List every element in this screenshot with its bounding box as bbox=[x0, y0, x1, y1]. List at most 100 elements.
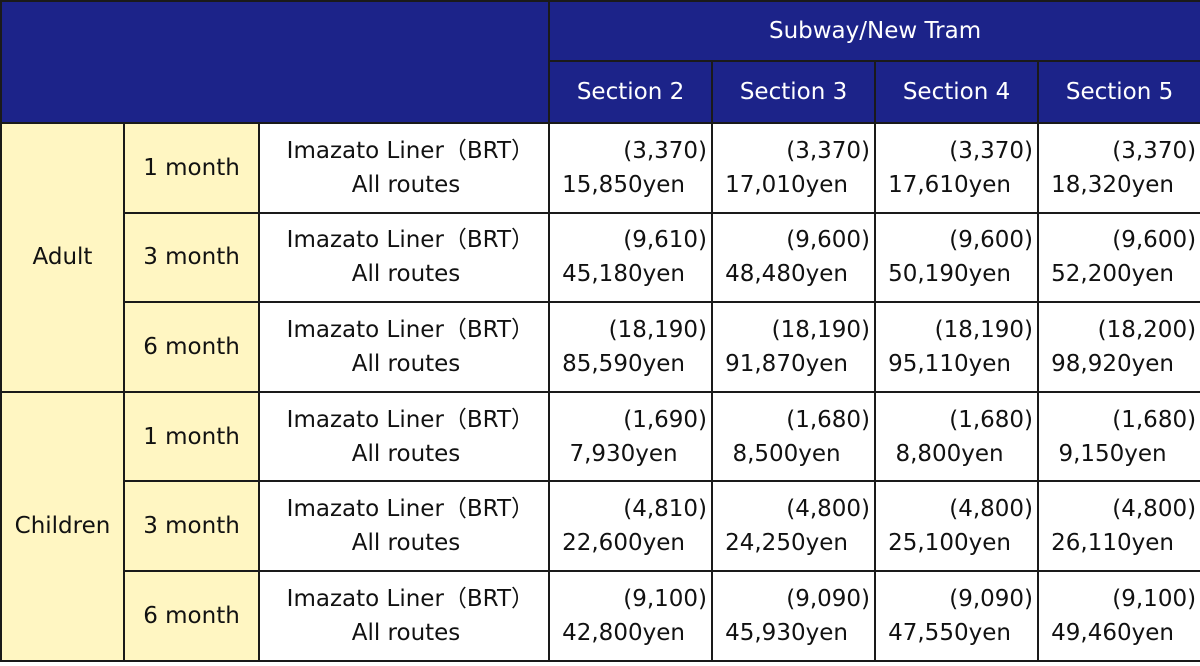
fare-cell: (9,600) 50,190yen bbox=[874, 211, 1040, 304]
fare-cell: (4,800) 25,100yen bbox=[874, 480, 1040, 572]
fare-price: 8,800yen bbox=[895, 440, 1004, 467]
table-row: 6 month Imazato Liner（BRT） All routes (18… bbox=[1, 301, 1200, 393]
fare-discount: (9,100) bbox=[623, 585, 708, 612]
fare-discount: (1,680) bbox=[786, 406, 871, 433]
fare-discount: (18,190) bbox=[771, 316, 871, 343]
route-name: Imazato Liner（BRT） bbox=[286, 227, 535, 254]
route-name: Imazato Liner（BRT） bbox=[286, 137, 535, 164]
fare-price: 91,870yen bbox=[725, 350, 848, 377]
fare-cell: (1,680) 8,800yen bbox=[874, 390, 1040, 483]
fare-cell: (9,100) 49,460yen bbox=[1037, 569, 1200, 662]
fare-cell: (4,800) 24,250yen bbox=[711, 480, 877, 572]
route-cell: Imazato Liner（BRT） All routes bbox=[257, 480, 551, 572]
fare-price: 26,110yen bbox=[1051, 530, 1174, 557]
route-scope: All routes bbox=[351, 261, 461, 288]
fare-price: 17,610yen bbox=[888, 171, 1011, 198]
fare-cell: (18,190) 91,870yen bbox=[711, 301, 877, 393]
fare-discount: (9,600) bbox=[786, 227, 871, 254]
fare-cell: (1,690) 7,930yen bbox=[548, 390, 714, 483]
fare-cell: (9,610) 45,180yen bbox=[548, 211, 714, 304]
duration-label: 6 month bbox=[123, 301, 260, 393]
fare-price: 49,460yen bbox=[1051, 619, 1174, 646]
route-name: Imazato Liner（BRT） bbox=[286, 406, 535, 433]
fare-price: 42,800yen bbox=[562, 619, 685, 646]
fare-price: 17,010yen bbox=[725, 171, 848, 198]
fare-discount: (3,370) bbox=[623, 137, 708, 164]
fare-cell: (18,190) 85,590yen bbox=[548, 301, 714, 393]
fare-discount: (1,690) bbox=[623, 406, 708, 433]
fare-cell: (1,680) 8,500yen bbox=[711, 390, 877, 483]
fare-discount: (4,800) bbox=[1112, 496, 1197, 523]
category-label: Adult bbox=[0, 122, 125, 393]
fare-cell: (3,370) 17,010yen bbox=[711, 122, 877, 214]
route-scope: All routes bbox=[351, 619, 461, 646]
fare-price: 25,100yen bbox=[888, 530, 1011, 557]
fare-cell: (9,100) 42,800yen bbox=[548, 569, 714, 662]
fare-price: 47,550yen bbox=[888, 619, 1011, 646]
fare-price: 95,110yen bbox=[888, 350, 1011, 377]
category-label: Children bbox=[0, 390, 125, 662]
fare-cell: (9,600) 52,200yen bbox=[1037, 211, 1200, 304]
fare-discount: (1,680) bbox=[1112, 406, 1197, 433]
fare-discount: (1,680) bbox=[949, 406, 1034, 433]
route-scope: All routes bbox=[351, 171, 461, 198]
route-cell: Imazato Liner（BRT） All routes bbox=[257, 569, 551, 662]
route-name: Imazato Liner（BRT） bbox=[286, 316, 535, 343]
route-scope: All routes bbox=[351, 440, 461, 467]
fare-discount: (18,200) bbox=[1097, 316, 1197, 343]
fare-cell: (1,680) 9,150yen bbox=[1037, 390, 1200, 483]
fare-cell: (18,190) 95,110yen bbox=[874, 301, 1040, 393]
fare-price: 24,250yen bbox=[725, 530, 848, 557]
fare-discount: (9,600) bbox=[1112, 227, 1197, 254]
section-header: Section 4 bbox=[874, 60, 1040, 124]
route-cell: Imazato Liner（BRT） All routes bbox=[257, 390, 551, 483]
fare-cell: (3,370) 15,850yen bbox=[548, 122, 714, 214]
fare-discount: (4,800) bbox=[949, 496, 1034, 523]
fare-price: 52,200yen bbox=[1051, 261, 1174, 288]
fare-price: 48,480yen bbox=[725, 261, 848, 288]
duration-label: 3 month bbox=[123, 480, 260, 572]
duration-label: 3 month bbox=[123, 211, 260, 304]
fare-price: 45,180yen bbox=[562, 261, 685, 288]
table-row: 3 month Imazato Liner（BRT） All routes (9,… bbox=[1, 211, 1200, 304]
fare-discount: (9,090) bbox=[786, 585, 871, 612]
fare-discount: (9,100) bbox=[1112, 585, 1197, 612]
fare-discount: (4,810) bbox=[623, 496, 708, 523]
fare-discount: (3,370) bbox=[786, 137, 871, 164]
route-scope: All routes bbox=[351, 530, 461, 557]
table-row: Children 1 month Imazato Liner（BRT） All r… bbox=[0, 390, 1200, 662]
section-header: Section 3 bbox=[711, 60, 877, 124]
fare-discount: (4,800) bbox=[786, 496, 871, 523]
fare-cell: (18,200) 98,920yen bbox=[1037, 301, 1200, 393]
fare-price: 15,850yen bbox=[562, 171, 685, 198]
fare-discount: (18,190) bbox=[934, 316, 1034, 343]
fare-price: 8,500yen bbox=[732, 440, 841, 467]
fare-cell: (9,090) 45,930yen bbox=[711, 569, 877, 662]
route-cell: Imazato Liner（BRT） All routes bbox=[257, 211, 551, 304]
fare-cell: (3,370) 18,320yen bbox=[1037, 122, 1200, 214]
duration-label: 1 month bbox=[123, 122, 260, 214]
fare-cell: (4,810) 22,600yen bbox=[548, 480, 714, 572]
route-name: Imazato Liner（BRT） bbox=[286, 585, 535, 612]
fare-price: 22,600yen bbox=[562, 530, 685, 557]
fare-discount: (9,600) bbox=[949, 227, 1034, 254]
header-blank-cell bbox=[0, 0, 551, 124]
fare-price: 45,930yen bbox=[725, 619, 848, 646]
table-row: Adult 1 month Imazato Liner（BRT） All rout… bbox=[0, 122, 1200, 393]
fare-price: 98,920yen bbox=[1051, 350, 1174, 377]
route-name: Imazato Liner（BRT） bbox=[286, 496, 535, 523]
group-header: Subway/New Tram bbox=[548, 0, 1200, 62]
table-row: 6 month Imazato Liner（BRT） All routes (9,… bbox=[1, 569, 1200, 662]
fare-price: 7,930yen bbox=[569, 440, 678, 467]
table-row: 3 month Imazato Liner（BRT） All routes (4,… bbox=[1, 480, 1200, 572]
duration-label: 6 month bbox=[123, 569, 260, 662]
fare-discount: (3,370) bbox=[949, 137, 1034, 164]
fare-cell: (4,800) 26,110yen bbox=[1037, 480, 1200, 572]
fare-discount: (9,090) bbox=[949, 585, 1034, 612]
fare-cell: (3,370) 17,610yen bbox=[874, 122, 1040, 214]
section-header: Section 5 bbox=[1037, 60, 1200, 124]
fare-discount: (3,370) bbox=[1112, 137, 1197, 164]
fare-price: 50,190yen bbox=[888, 261, 1011, 288]
section-header: Section 2 bbox=[548, 60, 714, 124]
